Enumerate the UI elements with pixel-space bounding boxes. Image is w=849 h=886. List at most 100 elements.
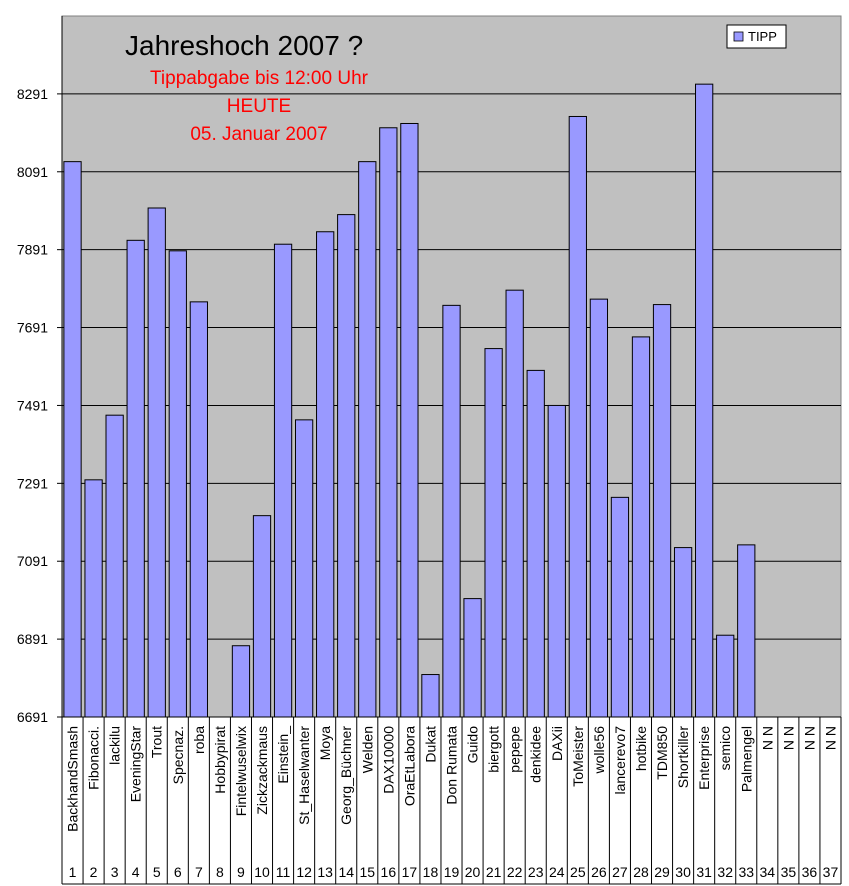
bar-1	[63, 161, 82, 718]
legend-box	[726, 24, 787, 49]
x-category-number: 12	[296, 864, 312, 880]
x-category-name: Moya	[317, 726, 333, 760]
y-tick-label: 6691	[17, 709, 48, 725]
x-category-number: 14	[338, 864, 354, 880]
bar-25	[568, 115, 587, 718]
x-category-number: 4	[132, 864, 140, 880]
x-category-number: 33	[738, 864, 754, 880]
x-category-number: 32	[717, 864, 733, 880]
bar-19	[442, 304, 461, 718]
x-category-name: St_Haselwanter	[296, 726, 312, 825]
bar-7	[189, 301, 208, 718]
bar-4	[126, 239, 145, 718]
x-category-number: 11	[276, 864, 291, 880]
x-category-number: 21	[486, 864, 502, 880]
bar-20	[463, 598, 482, 718]
y-tick-label: 6891	[17, 631, 48, 647]
x-category-number: 29	[654, 864, 670, 880]
x-category-name: Fintelwuselwix	[233, 726, 249, 816]
x-category-number: 7	[195, 864, 203, 880]
x-category-name: roba	[191, 726, 207, 754]
bar-18	[421, 674, 440, 718]
x-category-name: N N	[822, 726, 838, 750]
x-category-number: 20	[465, 864, 481, 880]
x-category-name: Zickzackmaus	[254, 726, 270, 815]
x-category-number: 1	[69, 864, 77, 880]
x-category-name: Dukat	[422, 726, 438, 763]
bar-12	[294, 419, 314, 718]
x-category-number: 17	[402, 864, 418, 880]
x-category-number: 9	[237, 864, 245, 880]
bar-29	[652, 304, 672, 718]
x-category-number: 35	[781, 864, 797, 880]
bar-6	[168, 250, 187, 718]
x-category-name: TDM850	[654, 726, 670, 780]
x-category-name: lackilu	[107, 726, 123, 765]
x-category-number: 19	[444, 864, 460, 880]
x-category-number: 36	[802, 864, 818, 880]
x-category-name: N N	[759, 726, 775, 750]
x-category-number: 10	[254, 864, 270, 880]
x-category-number: 24	[549, 864, 565, 880]
bar-27	[610, 496, 630, 718]
bar-28	[631, 336, 651, 718]
x-category-number: 15	[359, 864, 375, 880]
bar-2	[84, 479, 103, 718]
chart-title: Jahreshoch 2007 ?	[125, 30, 363, 61]
x-category-name: Shortkiller	[675, 726, 691, 789]
bar-5	[147, 207, 166, 718]
bar-9	[231, 645, 251, 718]
x-category-name: DAXii	[549, 726, 565, 761]
x-category-name: Hobbypirat	[212, 726, 228, 794]
x-category-number: 18	[423, 864, 439, 880]
x-category-name: lancerevo7	[612, 726, 628, 795]
y-axis: 6691 6891 7091 7291 7491 7691 7891 8091 8291	[17, 16, 63, 725]
bar-13	[316, 231, 335, 718]
bar-10	[252, 515, 272, 718]
bar-32	[716, 634, 735, 718]
x-category-name: Don Rumata	[444, 726, 460, 805]
y-tick-label: 7491	[17, 397, 48, 413]
y-tick-label: 8291	[17, 86, 48, 102]
x-category-number: 37	[823, 864, 839, 880]
x-category-number: 22	[507, 864, 523, 880]
x-category-number: 26	[591, 864, 607, 880]
y-tick-label: 7091	[17, 553, 48, 569]
x-category-name: denkidee	[528, 726, 544, 783]
x-category-name: Trout	[149, 726, 165, 758]
x-category-name: Guido	[465, 726, 481, 764]
bar-15	[358, 161, 377, 718]
x-category-number: 25	[570, 864, 586, 880]
x-category-name: BackhandSmash	[65, 726, 81, 832]
y-tick-label: 8091	[17, 164, 48, 180]
y-tick-label: 7291	[17, 475, 48, 491]
legend-label: TIPP	[748, 29, 777, 44]
x-category-name: N N	[780, 726, 796, 750]
bar-26	[589, 298, 609, 718]
x-category-name: Enterprise	[696, 726, 712, 790]
x-category-name: Fibonacci.	[86, 726, 102, 790]
x-category-name: wolle56	[591, 726, 607, 775]
bar-22	[505, 289, 524, 718]
bar-30	[673, 547, 693, 718]
x-category-name: biergott	[486, 726, 502, 773]
x-category-number: 31	[696, 864, 712, 880]
chart-subtitle-line-3: 05. Januar 2007	[190, 124, 327, 145]
bar-3	[105, 414, 124, 718]
x-category-name: Georg_Büchner	[338, 726, 354, 825]
bar-23	[526, 369, 545, 718]
bar-31	[695, 83, 714, 718]
x-category-number: 5	[153, 864, 161, 880]
x-category-name: Einstein_	[275, 726, 291, 784]
bar-21	[484, 348, 503, 718]
x-category-number: 13	[317, 864, 333, 880]
y-tick-label: 7691	[17, 320, 48, 336]
x-category-name: ToMeister	[570, 726, 586, 787]
x-category-number: 34	[760, 864, 776, 880]
chart-subtitle-line-2: HEUTE	[227, 96, 291, 117]
x-category-number: 23	[528, 864, 544, 880]
x-category-number: 2	[90, 864, 98, 880]
x-category-name: OraEtLabora	[401, 726, 417, 806]
x-category-name: EveningStar	[128, 726, 144, 803]
